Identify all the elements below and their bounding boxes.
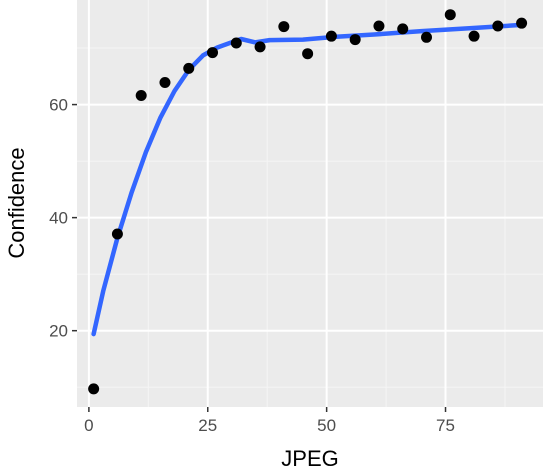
data-point [111, 228, 123, 240]
data-point [230, 37, 242, 49]
data-point [135, 90, 147, 102]
data-point [159, 77, 171, 89]
data-point [278, 21, 290, 33]
data-point [325, 30, 337, 42]
x-tick-label: 50 [317, 416, 336, 435]
data-point [207, 47, 219, 59]
grid-minor [77, 0, 543, 407]
plot-panel [77, 0, 543, 407]
data-point [492, 20, 504, 32]
data-point [373, 20, 385, 32]
trend-line [91, 22, 524, 337]
data-point [444, 9, 456, 21]
x-tick-label: 25 [198, 416, 217, 435]
data-point [349, 34, 361, 46]
data-point [88, 383, 100, 395]
y-tick-label: 60 [49, 96, 68, 115]
x-axis-ticks: 0 25 50 75 [84, 407, 455, 435]
y-tick-label: 20 [49, 322, 68, 341]
data-point [468, 30, 480, 42]
data-point [397, 23, 409, 35]
y-axis-title: Confidence [4, 147, 29, 258]
x-axis-title: JPEG [281, 446, 338, 471]
data-point [302, 48, 314, 60]
data-point [516, 17, 528, 29]
y-axis-ticks: 20 40 60 [49, 96, 77, 341]
grid-major [77, 0, 543, 407]
data-point [183, 62, 195, 74]
data-points [88, 9, 528, 395]
x-tick-label: 75 [436, 416, 455, 435]
data-point [254, 41, 266, 53]
y-tick-label: 40 [49, 209, 68, 228]
x-tick-label: 0 [84, 416, 93, 435]
data-point [421, 31, 432, 43]
